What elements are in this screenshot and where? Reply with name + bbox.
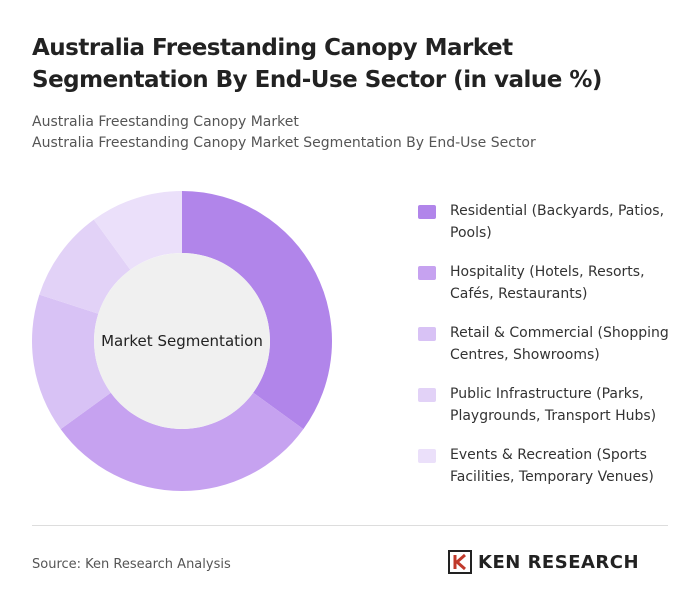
- legend-label: Events & Recreation (Sports Facilities, …: [450, 447, 654, 485]
- divider: [32, 525, 668, 526]
- legend-item: Retail & Commercial (Shopping Centres, S…: [418, 322, 678, 383]
- donut-segment: [93, 191, 182, 270]
- legend-item: Hospitality (Hotels, Resorts, Cafés, Res…: [418, 261, 678, 322]
- donut-chart: Market Segmentation: [32, 191, 332, 491]
- legend-item: Residential (Backyards, Patios, Pools): [418, 200, 678, 261]
- legend-label: Residential (Backyards, Patios, Pools): [450, 203, 665, 241]
- legend-label: Public Infrastructure (Parks, Playground…: [450, 386, 657, 424]
- legend-swatch: [418, 205, 436, 219]
- brand: KEN RESEARCH: [478, 552, 640, 573]
- legend-label: Hospitality (Hotels, Resorts, Cafés, Res…: [450, 264, 645, 302]
- legend-swatch: [418, 266, 436, 280]
- legend-swatch: [418, 449, 436, 463]
- legend: Residential (Backyards, Patios, Pools) Ho…: [418, 200, 678, 505]
- center-label: Market Segmentation: [101, 332, 263, 350]
- donut-segment: [39, 219, 131, 314]
- subtitle: Australia Freestanding Canopy Market: [32, 114, 299, 130]
- legend-item: Public Infrastructure (Parks, Playground…: [418, 383, 678, 444]
- legend-swatch: [418, 388, 436, 402]
- donut-hole: [94, 253, 270, 429]
- donut-segment: [60, 392, 304, 491]
- legend-swatch: [418, 327, 436, 341]
- donut-segment: [32, 294, 111, 430]
- legend-item: Events & Recreation (Sports Facilities, …: [418, 444, 678, 505]
- donut-segment: [182, 191, 332, 430]
- legend-label: Retail & Commercial (Shopping Centres, S…: [450, 325, 669, 363]
- chart-title: Australia Freestanding Canopy Market Seg…: [32, 35, 602, 93]
- subtitle: Australia Freestanding Canopy Market Seg…: [32, 135, 536, 151]
- brand-logo: [448, 550, 472, 574]
- source: Source: Ken Research Analysis: [32, 557, 231, 572]
